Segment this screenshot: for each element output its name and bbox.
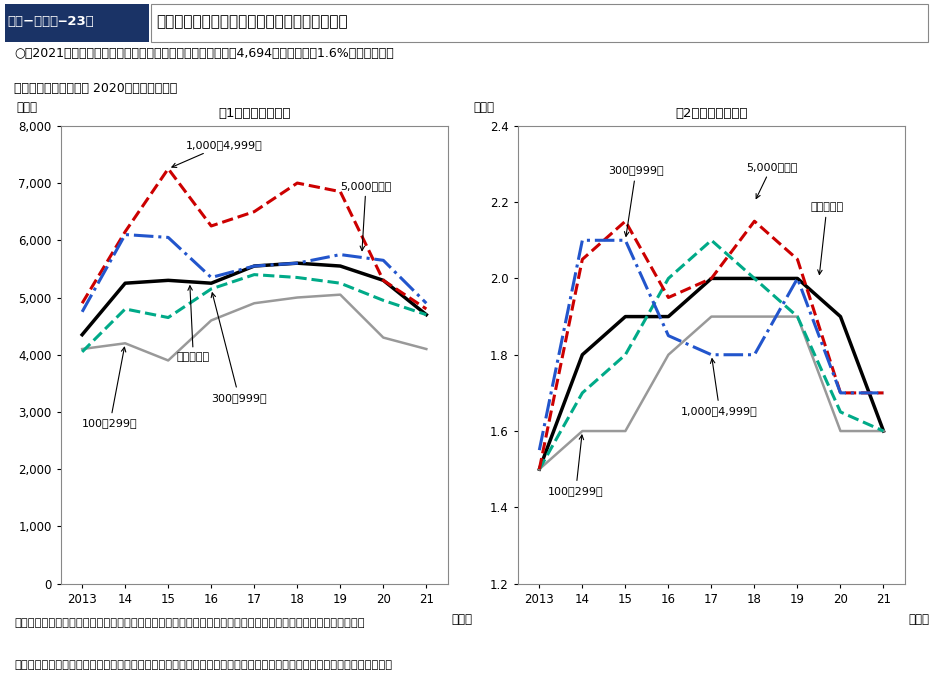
Text: （年）: （年）: [452, 614, 473, 626]
Bar: [151, 3, 928, 42]
Text: ○　2021年の一人当たり平均賃金の改定額（予定を含む）は4,694円、改定率は1.6%となり、改定: ○ 2021年の一人当たり平均賃金の改定額（予定を含む）は4,694円、改定率は…: [14, 47, 394, 60]
Text: 5,000人以上: 5,000人以上: [745, 161, 797, 199]
Text: 300～999人: 300～999人: [211, 293, 267, 403]
Text: （円）: （円）: [16, 101, 37, 115]
Text: 第１−（３）‒23図: 第１−（３）‒23図: [7, 15, 94, 28]
Text: 企業規模計: 企業規模計: [811, 202, 843, 275]
Bar: [5, 3, 149, 42]
Text: 5,000人以上: 5,000人以上: [341, 181, 392, 250]
Text: 企業規模計: 企業規模計: [177, 286, 210, 363]
Text: 一人当たり平均賃金の改定額及び改定率の推移: 一人当たり平均賃金の改定額及び改定率の推移: [157, 14, 348, 29]
Text: （年）: （年）: [909, 614, 930, 626]
Text: 資料出所　厚生労働省「賃金引上げ等の実態に関する調査」をもとに厚生労働省政策統括官付政策統括室にて作成: 資料出所 厚生労働省「賃金引上げ等の実態に関する調査」をもとに厚生労働省政策統括…: [14, 619, 365, 628]
Title: （1）賃金の改定額: （1）賃金の改定額: [218, 108, 290, 120]
Text: 額、改定率ともに 2020年を下回った。: 額、改定率ともに 2020年を下回った。: [14, 82, 177, 95]
Text: 100～299人: 100～299人: [82, 347, 138, 428]
Text: 1,000～4,999人: 1,000～4,999人: [681, 359, 758, 416]
Title: （2）賃金の改定率: （2）賃金の改定率: [675, 108, 747, 120]
Text: （注）　賃金の改定を実施し又は予定していて額も決定している企業及び賃金の改定を実施しない企業を対象に集計した。: （注） 賃金の改定を実施し又は予定していて額も決定している企業及び賃金の改定を実…: [14, 661, 392, 670]
Text: 300～999人: 300～999人: [608, 166, 663, 236]
Text: 100～299人: 100～299人: [548, 435, 604, 496]
Text: 1,000～4,999人: 1,000～4,999人: [172, 140, 262, 167]
Text: （％）: （％）: [473, 101, 494, 115]
